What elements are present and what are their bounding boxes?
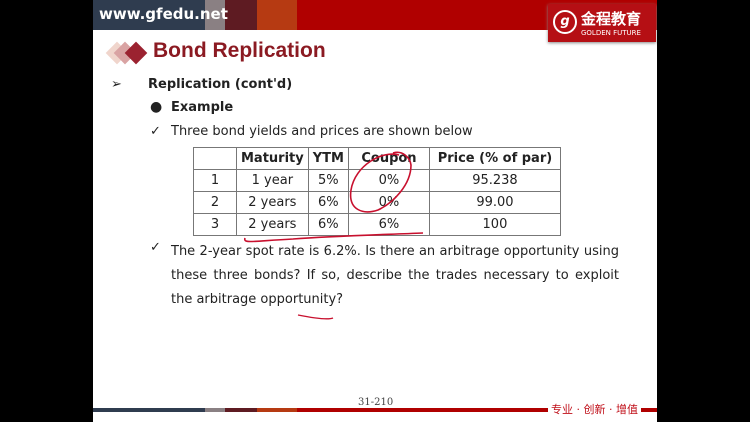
- checkmark-icon: ✓: [150, 124, 161, 139]
- table-cell: 1 year: [236, 169, 309, 192]
- footer-band: [93, 408, 205, 412]
- table-cell: 5%: [307, 169, 349, 192]
- site-url: www.gfedu.net: [99, 5, 228, 23]
- table-cell: 6%: [347, 213, 430, 236]
- footer-band: [205, 408, 225, 412]
- page-number: 31-210: [358, 397, 394, 408]
- footer-band: [257, 408, 297, 412]
- header-band: [205, 0, 225, 30]
- logo-seal-icon: g: [553, 10, 577, 34]
- annotation-underline: [297, 314, 334, 320]
- table-cell: 6%: [307, 213, 349, 236]
- footer-band: [225, 408, 257, 412]
- bullet-example: Example: [171, 100, 234, 115]
- annotation-underline: [244, 232, 424, 243]
- table-header: Coupon: [347, 147, 430, 170]
- table-cell: 2 years: [236, 213, 309, 236]
- logo-text: 金程教育: [581, 10, 642, 28]
- question-text: The 2-year spot rate is 6.2%. Is there a…: [171, 244, 619, 307]
- annotation-circle: [349, 151, 412, 213]
- table-header: Maturity: [236, 147, 309, 170]
- bullet-replication: Replication (cont'd): [148, 77, 293, 92]
- header-band: [257, 0, 297, 30]
- logo: g 金程教育 GOLDEN FUTURE: [548, 4, 656, 42]
- table-cell: 95.238: [428, 169, 561, 192]
- table-cell: 100: [428, 213, 561, 236]
- header-band: [93, 0, 205, 30]
- checkmark-icon: ✓: [150, 240, 161, 255]
- table-cell: 2 years: [236, 191, 309, 214]
- table-cell: 3: [193, 213, 237, 236]
- arrowhead-bullet-icon: ➢: [111, 77, 122, 92]
- check-item-text: Three bond yields and prices are shown b…: [171, 124, 473, 139]
- logo-subtext: GOLDEN FUTURE: [581, 29, 641, 37]
- slide-title: Bond Replication: [153, 39, 326, 62]
- footer-slogan: 专业 · 创新 · 增值: [548, 401, 641, 417]
- header-band: [225, 0, 257, 30]
- slide: www.gfedu.net g 金程教育 GOLDEN FUTURE Bond …: [93, 0, 657, 422]
- footer-band: [297, 408, 657, 412]
- dot-bullet-icon: ●: [150, 99, 163, 115]
- table-header: Price (% of par): [428, 147, 561, 170]
- pen-annotation: [244, 151, 424, 320]
- table-header-row: Maturity YTM Coupon Price (% of par): [193, 147, 561, 170]
